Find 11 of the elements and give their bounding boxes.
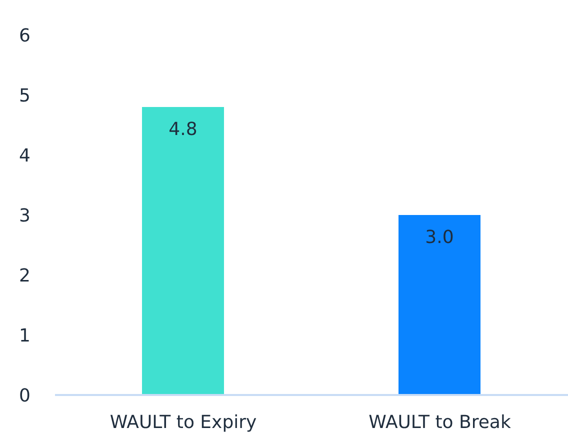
y-tick-label: 2 [19, 265, 30, 286]
y-tick-label: 3 [19, 205, 30, 226]
x-tick-label: WAULT to Expiry [110, 412, 258, 433]
y-tick-label: 6 [19, 25, 30, 46]
data-label: 4.8 [168, 119, 198, 140]
y-tick-label: 0 [19, 385, 30, 406]
y-tick-label: 5 [19, 85, 30, 106]
data-label: 3.0 [425, 227, 454, 248]
y-tick-label: 4 [19, 145, 30, 166]
x-tick-label: WAULT to Break [368, 412, 512, 433]
y-tick-label: 1 [19, 325, 30, 346]
